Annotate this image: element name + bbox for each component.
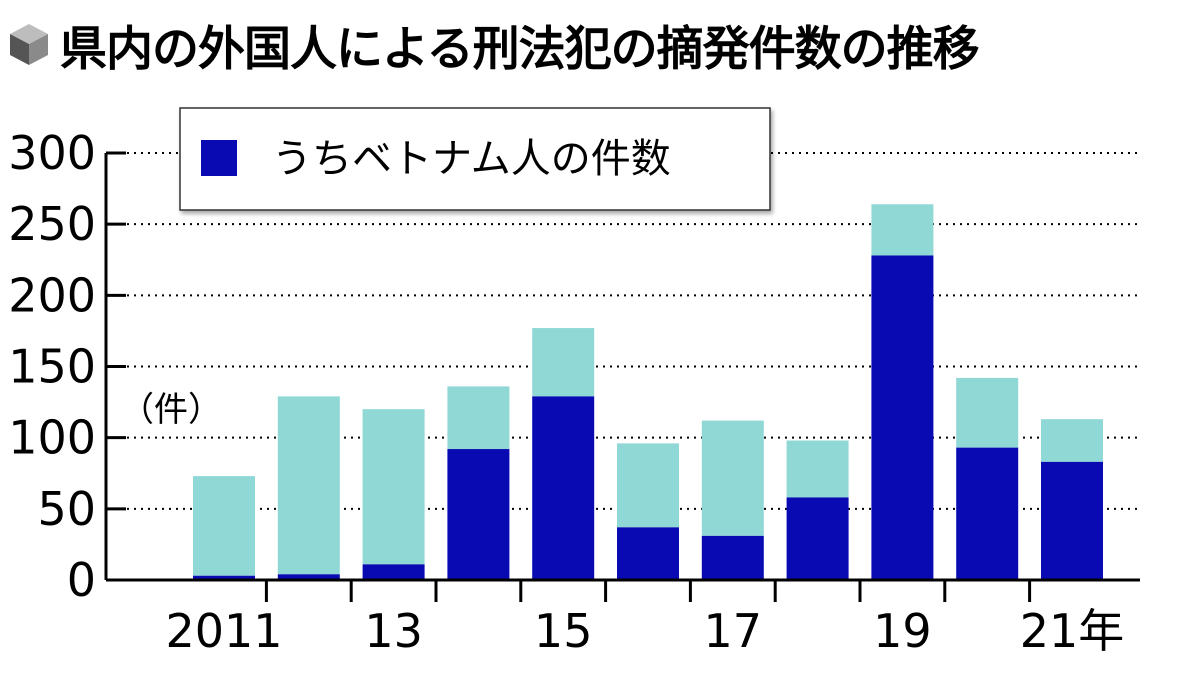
bar-other-2021	[1041, 419, 1103, 462]
legend-label: うちベトナム人の件数	[272, 136, 671, 182]
x-tick-label: 15	[534, 604, 593, 658]
bar-other-2013	[362, 409, 425, 565]
x-tick-labels: 2011 13 15 17 19 21年	[165, 604, 1124, 658]
legend-box	[179, 107, 771, 211]
bar-vietnam-2018	[786, 497, 849, 580]
bar-vietnam-2021	[1041, 461, 1103, 580]
chart-title: 県内の外国人による刑法犯の摘発件数の推移	[60, 21, 980, 77]
bar-other-2020	[956, 377, 1019, 448]
legend-swatch	[201, 140, 237, 176]
y-axis-unit-label: （件）	[120, 390, 222, 430]
y-tick-labels: 0 50 100 150 200 250 300	[8, 126, 96, 607]
y-tick-label: 0	[67, 553, 96, 607]
y-tick-label: 300	[8, 126, 96, 180]
bar-other-2016	[617, 443, 679, 528]
bar-vietnam-2014	[447, 449, 510, 580]
x-tick-label: 19	[873, 604, 932, 658]
bar-vietnam-2016	[617, 527, 679, 580]
y-tick-label: 200	[8, 268, 96, 322]
bar-other-2014	[447, 386, 510, 450]
bars	[193, 204, 1103, 581]
bar-vietnam-2011	[193, 575, 255, 580]
bar-other-2018	[786, 440, 849, 498]
bar-vietnam-2015	[532, 396, 595, 580]
bar-vietnam-2017	[701, 535, 764, 580]
y-tick-label: 150	[8, 340, 96, 394]
bar-other-2012	[277, 396, 340, 575]
y-tick-label: 50	[37, 482, 96, 536]
bar-vietnam-2013	[362, 564, 425, 580]
y-tick-label: 100	[8, 411, 96, 465]
x-tick-label: 17	[704, 604, 763, 658]
chart-title-bar: 県内の外国人による刑法犯の摘発件数の推移	[6, 6, 980, 82]
bar-other-2017	[701, 420, 764, 536]
bar-other-2011	[193, 476, 255, 576]
x-tick-label: 13	[364, 604, 423, 658]
x-tick-label: 2011	[165, 604, 282, 658]
y-tick-label: 250	[8, 197, 96, 251]
bar-vietnam-2019	[871, 255, 934, 581]
cube-icon	[10, 24, 48, 65]
axes	[104, 153, 1140, 602]
bar-vietnam-2020	[956, 447, 1019, 580]
bar-other-2015	[532, 328, 595, 397]
bar-other-2019	[871, 204, 934, 256]
x-tick-label: 21年	[1020, 604, 1125, 658]
bar-vietnam-2012	[277, 574, 340, 580]
legend: うちベトナム人の件数	[179, 107, 771, 211]
